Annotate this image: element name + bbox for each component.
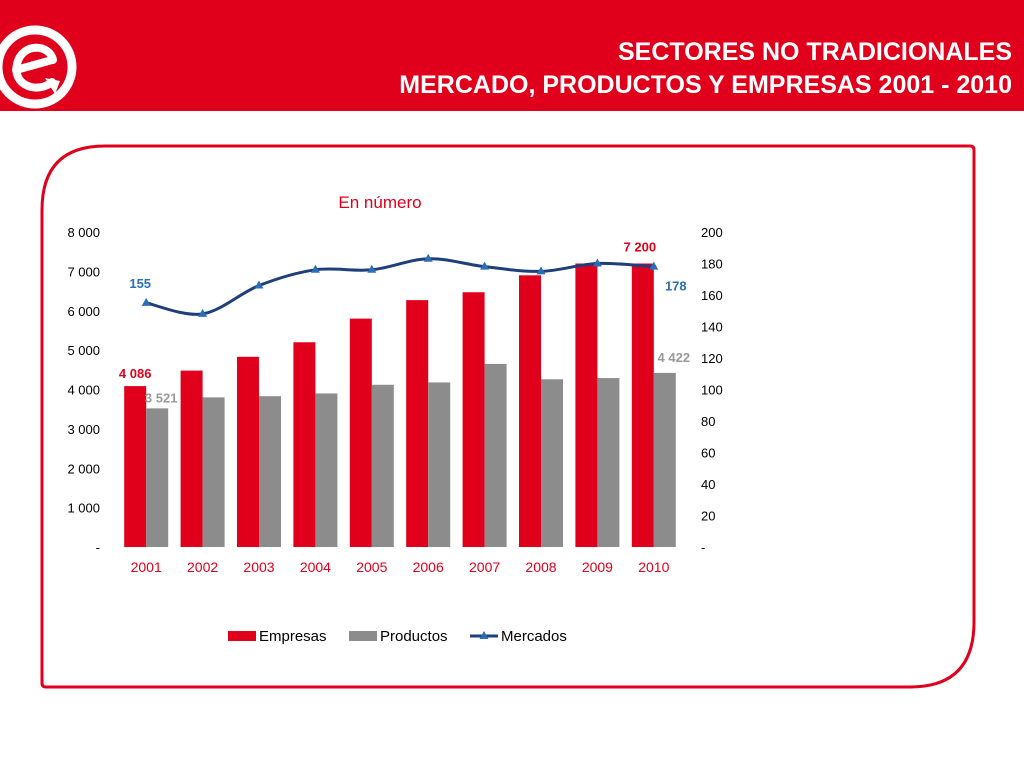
left-axis-tick-label: 8 000	[67, 225, 100, 240]
bar-productos	[653, 372, 676, 547]
data-label-mercados: 155	[129, 276, 151, 291]
marker-mercados	[198, 308, 208, 317]
legend-label: Mercados	[501, 628, 567, 645]
x-axis-tick-label: 2006	[413, 559, 444, 575]
right-axis-tick-label: 160	[701, 288, 723, 303]
bar-empresas	[349, 318, 372, 547]
bar-productos	[484, 363, 507, 547]
right-axis-tick-label: 60	[701, 446, 715, 461]
bar-empresas	[293, 342, 316, 547]
data-label-mercados: 178	[665, 279, 687, 294]
bar-productos	[371, 384, 394, 547]
bar-productos	[597, 378, 620, 547]
left-axis-tick-label: 5 000	[67, 343, 100, 358]
bar-productos	[259, 396, 281, 547]
slide-title: SECTORES NO TRADICIONALES MERCADO, PRODU…	[399, 36, 1012, 102]
legend: Empresas Productos Mercados	[228, 628, 567, 645]
legend-marker	[479, 631, 489, 639]
left-axis: - 1 000 2 000 3 000 4 000 5 000 6 000 7 000 8 00…	[67, 225, 100, 555]
right-axis-tick-label: 180	[701, 257, 723, 272]
series-empresas	[124, 263, 654, 547]
bar-empresas	[631, 263, 654, 547]
legend-label: Productos	[380, 628, 448, 645]
data-label-productos: 4 422	[658, 350, 691, 365]
brand-logo-icon	[0, 25, 77, 109]
chart-frame	[40, 144, 976, 689]
marker-mercados	[367, 264, 377, 273]
right-axis: - 20 40 60 80 100 120 140 160 180 200	[701, 225, 723, 555]
bar-empresas	[406, 300, 429, 547]
bar-empresas	[180, 370, 203, 547]
right-axis-tick-label: 20	[701, 509, 715, 524]
bar-empresas	[462, 292, 485, 547]
series-mercados	[141, 253, 659, 317]
bar-empresas	[575, 263, 598, 547]
left-axis-tick-label: -	[96, 540, 100, 555]
title-line-1: SECTORES NO TRADICIONALES	[617, 38, 1012, 66]
data-label-productos: 3 521	[145, 390, 178, 405]
marker-mercados	[592, 258, 602, 267]
marker-mercados	[480, 261, 490, 270]
x-axis-tick-label: 2001	[131, 559, 162, 575]
right-axis-tick-label: 200	[701, 225, 723, 240]
left-axis-tick-label: 3 000	[67, 422, 100, 437]
x-axis-tick-label: 2010	[638, 559, 669, 575]
x-axis-tick-label: 2004	[300, 559, 331, 575]
chart-title: En número	[338, 193, 421, 212]
marker-mercados	[310, 264, 320, 273]
bar-empresas	[124, 386, 147, 547]
marker-mercados	[254, 280, 264, 289]
left-axis-tick-label: 7 000	[67, 264, 100, 279]
data-labels: 4 086 7 200 3 521 4 422 155 178	[119, 240, 690, 406]
right-axis-tick-label: 140	[701, 320, 723, 335]
x-axis-tick-label: 2007	[469, 559, 500, 575]
data-label-empresas: 7 200	[624, 240, 657, 255]
marker-mercados	[649, 261, 659, 270]
bar-productos	[541, 379, 563, 547]
left-axis-tick-label: 1 000	[67, 501, 100, 516]
line-mercados	[145, 257, 654, 316]
marker-mercados	[423, 253, 433, 262]
x-axis-tick-label: 2002	[187, 559, 218, 575]
marker-mercados	[141, 297, 151, 306]
bar-productos	[146, 408, 169, 547]
bar-empresas	[519, 275, 541, 547]
right-axis-tick-label: 40	[701, 477, 715, 492]
left-axis-tick-label: 6 000	[67, 304, 100, 319]
title-line-2: MERCADO, PRODUCTOS Y EMPRESAS 2001 - 201…	[399, 71, 1012, 99]
legend-label: Empresas	[259, 628, 327, 645]
series-productos	[146, 363, 676, 547]
x-axis-tick-label: 2003	[243, 559, 274, 575]
bar-productos	[202, 397, 225, 547]
x-axis-tick-label: 2005	[356, 559, 387, 575]
legend-swatch	[228, 631, 256, 641]
data-label-empresas: 4 086	[119, 366, 152, 381]
bar-productos	[428, 382, 451, 547]
legend-swatch	[349, 631, 377, 641]
bar-empresas	[237, 356, 259, 547]
header-bar	[0, 0, 1024, 111]
right-axis-tick-label: 80	[701, 414, 715, 429]
bar-productos	[315, 393, 338, 547]
x-axis: 2001 2002 2003 2004 2005 2006 2007 2008 2009 2010	[131, 559, 670, 575]
right-axis-tick-label: 120	[701, 351, 723, 366]
x-axis-tick-label: 2009	[582, 559, 613, 575]
x-axis-tick-label: 2008	[525, 559, 556, 575]
left-axis-tick-label: 4 000	[67, 383, 100, 398]
right-axis-tick-label: 100	[701, 383, 723, 398]
marker-mercados	[536, 266, 546, 275]
right-axis-tick-label: -	[701, 540, 705, 555]
left-axis-tick-label: 2 000	[67, 461, 100, 476]
